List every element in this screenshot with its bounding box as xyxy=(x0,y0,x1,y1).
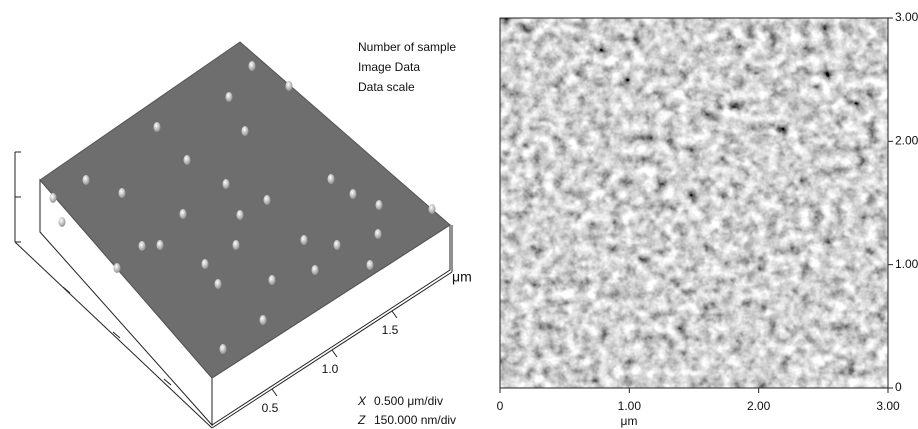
page: {"left_panel": {"info": ["Number of samp… xyxy=(0,0,918,429)
bump xyxy=(223,179,230,189)
figure: Number of sample Image Data Data scale μ… xyxy=(0,0,918,429)
bump xyxy=(59,217,66,227)
bump xyxy=(237,210,244,220)
bump xyxy=(269,275,276,285)
scale-symbol: X xyxy=(357,394,367,408)
bump xyxy=(157,240,164,250)
bump xyxy=(350,189,357,199)
bump xyxy=(226,92,233,102)
y-tick-label: 2.00 xyxy=(895,134,918,148)
bump xyxy=(249,61,256,71)
bump xyxy=(375,229,382,239)
surface-3d xyxy=(15,42,452,428)
x-axis-label: μm xyxy=(621,414,638,428)
tick-label: 0.5 xyxy=(262,401,279,415)
bump xyxy=(202,259,209,269)
bump xyxy=(220,344,227,354)
info-label: Image Data xyxy=(358,60,420,74)
scale-label: 150.000 nm/div xyxy=(374,413,456,427)
scale-label: 0.500 μm/div xyxy=(374,394,443,408)
bump xyxy=(312,265,319,275)
axis-unit: μm xyxy=(452,269,472,285)
info-label: Data scale xyxy=(358,80,415,94)
bump xyxy=(242,126,249,136)
bump xyxy=(260,315,267,325)
bump xyxy=(180,209,187,219)
bump xyxy=(154,122,161,132)
afm-image xyxy=(500,18,888,388)
bump xyxy=(215,279,222,289)
y-tick-label: 3.00 xyxy=(895,10,918,24)
bump xyxy=(328,174,335,184)
bump xyxy=(233,240,240,250)
y-tick-label: 1.00 xyxy=(895,257,918,271)
y-tick-label: 0 xyxy=(895,380,902,394)
bump xyxy=(50,193,57,203)
bump xyxy=(301,235,308,245)
bump xyxy=(264,195,271,205)
tick-label: 1.0 xyxy=(322,362,339,376)
bump xyxy=(367,260,374,270)
axis-tick xyxy=(332,350,337,357)
axis-tick xyxy=(272,389,277,396)
axis-tick xyxy=(63,287,70,293)
axis-tick xyxy=(392,311,397,318)
scale-symbol: Z xyxy=(357,413,366,427)
bump xyxy=(286,81,293,91)
tick-label: 1.5 xyxy=(382,323,399,337)
x-tick-label: 3.00 xyxy=(876,399,900,413)
x-tick-label: 1.00 xyxy=(618,399,642,413)
bump xyxy=(376,200,383,210)
bump xyxy=(119,188,126,198)
bump xyxy=(429,204,436,214)
bump xyxy=(114,263,121,273)
bump xyxy=(139,241,146,251)
x-tick-label: 2.00 xyxy=(747,399,771,413)
bump xyxy=(334,240,341,250)
bump xyxy=(83,175,90,185)
bump xyxy=(184,155,191,165)
info-label: Number of sample xyxy=(358,40,456,54)
x-tick-label: 0 xyxy=(497,399,504,413)
